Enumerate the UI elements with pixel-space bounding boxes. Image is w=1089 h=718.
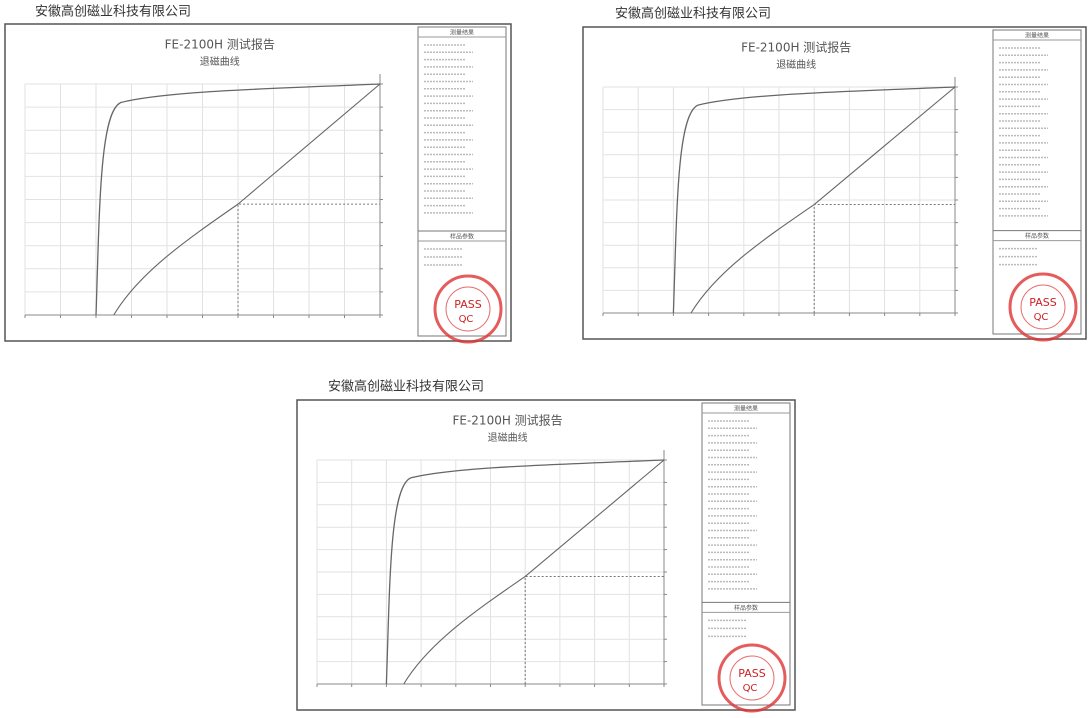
report-title: FE-2100H 测试报告	[741, 40, 851, 55]
demag-curve	[95, 83, 381, 316]
sample-header: 样品参数	[1025, 232, 1049, 240]
stamp-qc: QC	[459, 314, 474, 325]
results-header: 测量结果	[1025, 32, 1049, 40]
side-panel	[701, 402, 791, 706]
results-header: 测量结果	[450, 29, 474, 37]
side-panel	[992, 29, 1082, 335]
stamp	[1008, 272, 1078, 342]
stamp-pass: PASS	[1029, 296, 1056, 309]
load-line	[403, 459, 665, 685]
company-name: 安徽高创磁业科技有限公司	[328, 379, 484, 395]
operating-point	[813, 204, 955, 313]
stamp-qc: QC	[1034, 312, 1049, 323]
side-panel	[417, 26, 507, 337]
report-subtitle: 退磁曲线	[200, 55, 240, 68]
report-frame	[4, 23, 512, 342]
load-line	[690, 86, 956, 314]
stamp-pass: PASS	[738, 667, 765, 680]
report-title: FE-2100H 测试报告	[452, 413, 562, 428]
sample-header: 样品参数	[734, 604, 758, 612]
report-subtitle: 退磁曲线	[488, 431, 528, 444]
operating-point	[237, 203, 380, 315]
stamp-inner	[1020, 284, 1066, 330]
stamp-inner	[729, 655, 775, 701]
sample-header: 样品参数	[450, 232, 474, 240]
demag-curve	[672, 86, 956, 314]
operating-point	[524, 575, 664, 684]
report-frame	[296, 399, 796, 711]
stamp	[717, 643, 787, 713]
report-title: FE-2100H 测试报告	[165, 37, 275, 52]
stamp-pass: PASS	[454, 298, 481, 311]
company-name: 安徽高创磁业科技有限公司	[615, 6, 771, 22]
stamp	[433, 274, 503, 344]
report-frame	[582, 26, 1087, 340]
report-subtitle: 退磁曲线	[776, 58, 816, 71]
demag-curve	[385, 459, 665, 685]
stamp-qc: QC	[743, 683, 758, 694]
stamp-inner	[445, 286, 491, 332]
load-line	[113, 83, 381, 316]
results-header: 测量结果	[734, 405, 758, 413]
company-name: 安徽高创磁业科技有限公司	[35, 4, 191, 20]
